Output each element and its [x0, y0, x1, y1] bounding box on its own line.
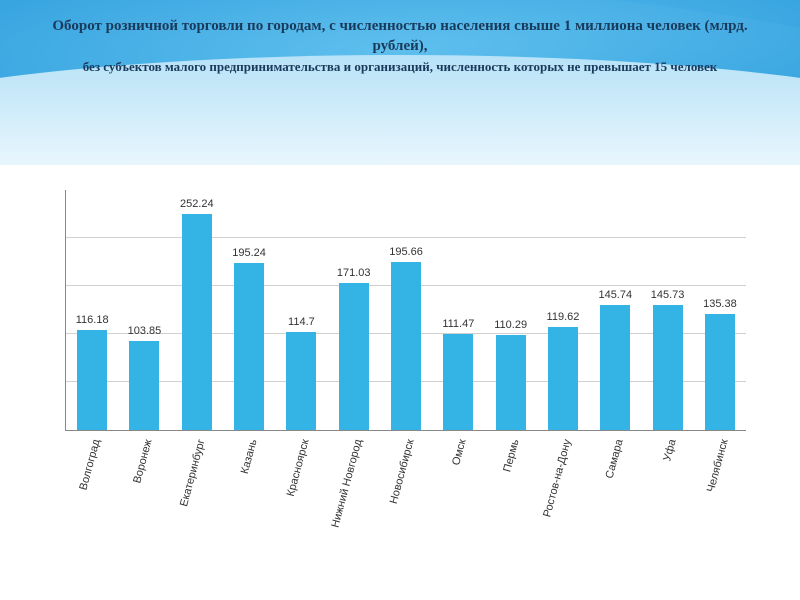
x-label-slot: Уфа [640, 432, 692, 572]
x-axis-label: Екатеринбург [178, 438, 208, 508]
bar-rect [129, 341, 159, 430]
bar-rect [600, 305, 630, 430]
bar-value-label: 195.24 [232, 247, 266, 259]
bar-slot: 145.73 [641, 190, 693, 430]
x-axis-label: Красноярск [285, 438, 312, 498]
bar-rect [77, 330, 107, 430]
bar-value-label: 114.7 [288, 316, 315, 328]
x-label-slot: Воронеж [117, 432, 169, 572]
title-main: Оборот розничной торговли по городам, с … [40, 16, 760, 57]
x-axis-label: Пермь [501, 438, 521, 473]
x-label-slot: Самара [588, 432, 640, 572]
bar-chart: 116.18 103.85 252.24 195.24 114.7 171.03 195.6… [65, 190, 746, 431]
bar-rect [705, 314, 735, 430]
title-sub: без субъектов малого предпринимательства… [40, 59, 760, 76]
bar-slot: 103.85 [118, 190, 170, 430]
bar-value-label: 171.03 [337, 267, 371, 279]
x-axis-label: Новосибирск [388, 438, 417, 505]
bar-value-label: 119.62 [547, 311, 580, 323]
x-axis-label: Волгоград [78, 438, 103, 492]
slide-title: Оборот розничной торговли по городам, с … [40, 16, 760, 75]
bar-rect [182, 214, 212, 430]
bar-slot: 116.18 [66, 190, 118, 430]
x-label-slot: Красноярск [274, 432, 326, 572]
x-axis-label: Воронеж [132, 438, 155, 485]
bar-value-label: 103.85 [128, 325, 162, 337]
bar-rect [286, 332, 316, 430]
x-label-slot: Казань [222, 432, 274, 572]
slide: Оборот розничной торговли по городам, с … [0, 0, 800, 600]
bar-value-label: 111.47 [442, 318, 474, 330]
bar-slot: 119.62 [537, 190, 589, 430]
bar-slot: 110.29 [485, 190, 537, 430]
x-label-slot: Омск [431, 432, 483, 572]
bar-rect [548, 327, 578, 430]
bar-value-label: 110.29 [494, 319, 527, 331]
bar-slot: 195.24 [223, 190, 275, 430]
x-axis-label: Самара [604, 438, 626, 480]
x-axis-label: Казань [239, 438, 260, 475]
x-label-slot: Нижний Новгород [327, 432, 379, 572]
bar-value-label: 116.18 [76, 314, 109, 326]
bar-rect [339, 283, 369, 430]
bar-rect [443, 334, 473, 430]
bar-slot: 135.38 [694, 190, 746, 430]
bar-slot: 252.24 [171, 190, 223, 430]
x-axis-labels: Волгоград Воронеж Екатеринбург Казань Красно… [65, 432, 745, 572]
bar-slot: 171.03 [328, 190, 380, 430]
x-axis-label: Челябинск [705, 438, 731, 494]
bar-value-label: 195.66 [389, 246, 423, 258]
bar-slot: 114.7 [275, 190, 327, 430]
x-label-slot: Екатеринбург [170, 432, 222, 572]
bar-slot: 145.74 [589, 190, 641, 430]
bar-value-label: 135.38 [703, 298, 737, 310]
x-label-slot: Волгоград [65, 432, 117, 572]
x-axis-label: Ростов-на-Дону [541, 438, 573, 519]
x-axis-label: Нижний Новгород [329, 438, 364, 529]
bar-rect [391, 262, 421, 430]
bar-slot: 195.66 [380, 190, 432, 430]
bar-value-label: 252.24 [180, 198, 214, 210]
bar-value-label: 145.74 [598, 289, 632, 301]
bar-rect [653, 305, 683, 430]
bar-rect [234, 263, 264, 430]
bars-container: 116.18 103.85 252.24 195.24 114.7 171.03 195.6… [66, 190, 746, 430]
x-label-slot: Новосибирск [379, 432, 431, 572]
x-axis-label: Уфа [661, 438, 678, 463]
x-label-slot: Пермь [484, 432, 536, 572]
bar-slot: 111.47 [432, 190, 484, 430]
x-label-slot: Челябинск [693, 432, 745, 572]
bar-value-label: 145.73 [651, 289, 685, 301]
x-axis-label: Омск [451, 438, 469, 467]
x-label-slot: Ростов-на-Дону [536, 432, 588, 572]
bar-rect [496, 335, 526, 430]
